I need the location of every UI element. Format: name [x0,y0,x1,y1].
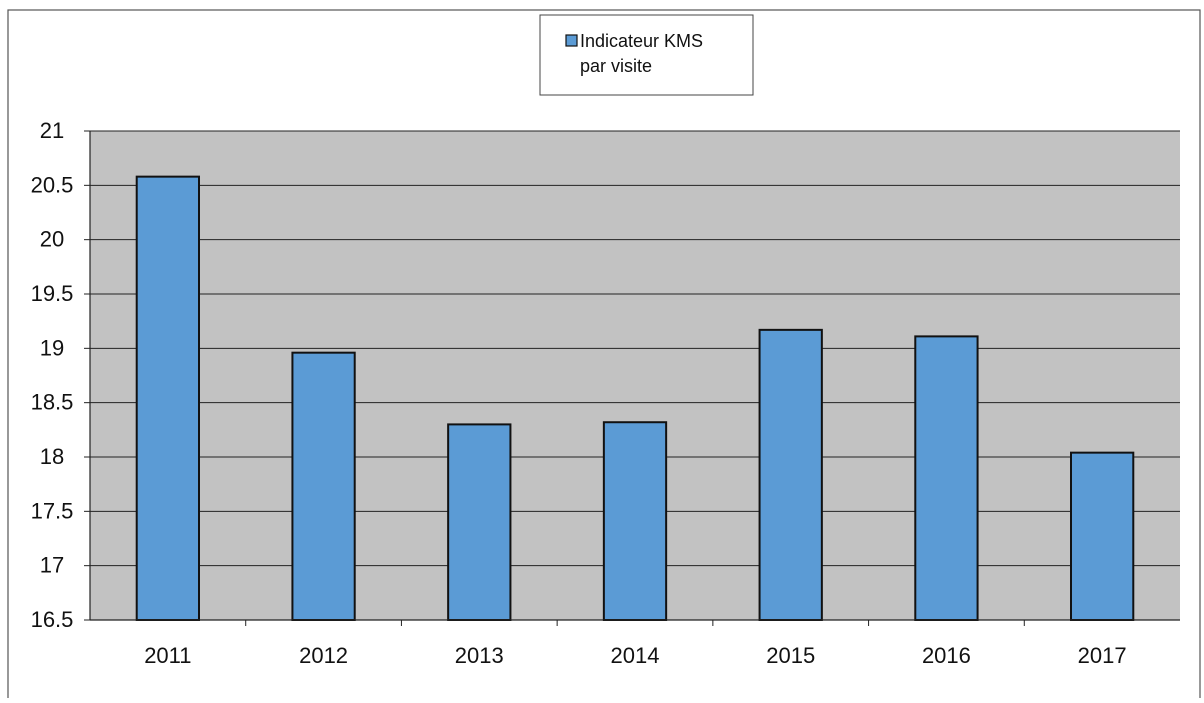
bar-2017 [1070,451,1135,621]
x-tick-labels: 2011 2012 2013 2014 2015 2016 2017 [144,643,1126,668]
y-tick-label: 20.5 [31,172,74,197]
bar-2015 [758,328,823,621]
bar-2014 [602,421,668,621]
legend-box [539,14,754,96]
y-tick-label: 17 [40,553,64,578]
y-tick-label: 19.5 [31,281,74,306]
bar-2012 [291,351,356,621]
x-tick-label-2017: 2017 [1078,643,1127,668]
legend-label-line1: Indicateur KMS [580,31,703,51]
x-tick-label-2014: 2014 [611,643,660,668]
x-tick-label-2011: 2011 [144,643,191,668]
legend-label-line2: par visite [580,56,652,76]
axes [84,130,1180,626]
y-tick-label: 18 [40,444,64,469]
x-tick-label-2012: 2012 [299,643,348,668]
y-tick-label: 16.5 [31,607,74,632]
y-tick-label: 18.5 [31,390,74,415]
x-tick-label-2016: 2016 [922,643,971,668]
y-tick-label: 20 [40,227,64,252]
x-tick-label-2015: 2015 [766,643,815,668]
y-tick-label: 17.5 [31,498,74,523]
legend: Indicateur KMS par visite [539,14,754,96]
legend-swatch [565,34,578,47]
y-tick-labels: 21 20.5 20 19.5 19 18.5 18 17.5 17 16.5 [31,118,74,632]
bar-2016 [914,335,979,621]
bar-2011 [135,175,200,621]
bar-series [135,175,1135,621]
y-tick-label: 21 [40,118,64,143]
bar-2013 [447,423,512,621]
x-tick-label-2013: 2013 [455,643,504,668]
y-tick-label: 19 [40,335,64,360]
